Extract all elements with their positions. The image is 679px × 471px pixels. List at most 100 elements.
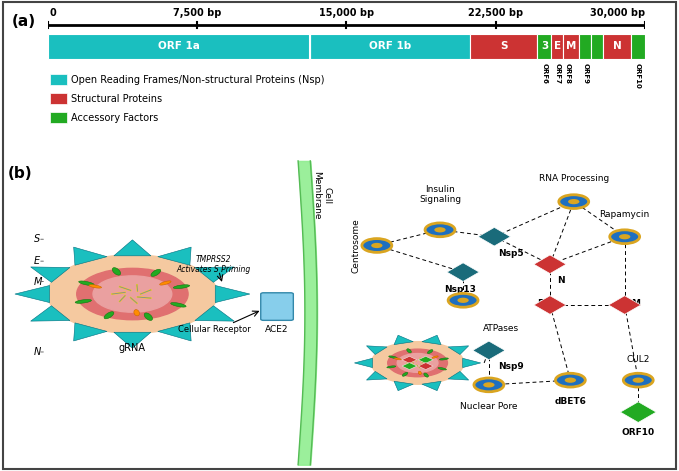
Text: N: N <box>557 276 564 285</box>
Polygon shape <box>215 285 250 302</box>
Circle shape <box>559 195 589 209</box>
Text: S: S <box>500 41 507 51</box>
Ellipse shape <box>387 366 396 368</box>
Ellipse shape <box>438 367 447 370</box>
Bar <box>50 93 67 104</box>
Circle shape <box>458 298 469 303</box>
Circle shape <box>565 378 576 383</box>
Text: ORF10: ORF10 <box>622 428 655 437</box>
Polygon shape <box>534 255 566 274</box>
Text: M: M <box>566 41 576 51</box>
Circle shape <box>435 227 445 233</box>
Polygon shape <box>462 358 481 367</box>
Polygon shape <box>447 263 479 281</box>
Text: ORF10: ORF10 <box>635 63 641 89</box>
Text: Cell
Membrane: Cell Membrane <box>312 171 331 219</box>
Ellipse shape <box>75 300 92 303</box>
Circle shape <box>425 223 455 237</box>
Ellipse shape <box>104 312 114 319</box>
Polygon shape <box>195 306 234 321</box>
Bar <box>603 33 631 59</box>
Ellipse shape <box>439 358 448 360</box>
Bar <box>551 33 564 59</box>
Polygon shape <box>448 346 469 355</box>
Polygon shape <box>15 285 50 302</box>
Text: RNA Processing: RNA Processing <box>538 174 609 184</box>
Text: 22,500 bp: 22,500 bp <box>468 8 524 18</box>
Circle shape <box>48 255 217 333</box>
Text: Nsp9: Nsp9 <box>498 362 524 371</box>
Text: 0: 0 <box>50 8 56 18</box>
Circle shape <box>93 276 172 312</box>
Polygon shape <box>394 335 414 345</box>
Polygon shape <box>158 247 191 265</box>
Text: Open Reading Frames/Non-structural Proteins (Nsp): Open Reading Frames/Non-structural Prote… <box>71 75 325 85</box>
Bar <box>631 33 645 59</box>
Ellipse shape <box>144 313 153 320</box>
Polygon shape <box>422 335 441 345</box>
Polygon shape <box>422 381 441 390</box>
Polygon shape <box>448 372 469 380</box>
Bar <box>564 33 579 59</box>
Text: Centrosome: Centrosome <box>352 218 361 273</box>
Polygon shape <box>74 247 107 265</box>
Text: gRNA: gRNA <box>119 343 146 353</box>
Polygon shape <box>621 402 656 422</box>
Text: ATPases: ATPases <box>483 324 519 333</box>
Text: Nuclear Pore: Nuclear Pore <box>460 402 517 411</box>
Text: ORF 1b: ORF 1b <box>369 41 411 51</box>
Text: TMPRSS2
Activates S Priming: TMPRSS2 Activates S Priming <box>177 255 251 274</box>
Circle shape <box>619 234 630 239</box>
Polygon shape <box>418 363 433 370</box>
Polygon shape <box>367 346 387 355</box>
Bar <box>470 33 538 59</box>
Polygon shape <box>31 306 70 321</box>
Ellipse shape <box>428 349 433 354</box>
Ellipse shape <box>407 349 411 353</box>
Polygon shape <box>534 296 566 314</box>
Circle shape <box>397 354 438 373</box>
Text: E: E <box>554 41 561 51</box>
Text: CUL2: CUL2 <box>627 355 650 364</box>
Text: Nsp13: Nsp13 <box>444 284 475 293</box>
Circle shape <box>555 374 585 387</box>
Circle shape <box>483 382 494 388</box>
Ellipse shape <box>388 356 397 358</box>
Ellipse shape <box>432 356 438 358</box>
Text: (b): (b) <box>8 166 33 180</box>
Text: ORF9: ORF9 <box>583 63 588 84</box>
Circle shape <box>610 230 640 244</box>
Polygon shape <box>418 357 433 363</box>
Polygon shape <box>608 296 641 314</box>
Ellipse shape <box>418 371 422 374</box>
Text: Rapamycin: Rapamycin <box>600 210 650 219</box>
Polygon shape <box>31 267 70 282</box>
Text: N: N <box>34 347 41 357</box>
Ellipse shape <box>151 269 161 276</box>
Text: E: E <box>34 256 40 266</box>
Ellipse shape <box>173 285 189 289</box>
Polygon shape <box>114 240 151 256</box>
Polygon shape <box>402 363 417 370</box>
Text: 30,000 bp: 30,000 bp <box>590 8 645 18</box>
Text: ORF8: ORF8 <box>564 63 570 84</box>
Bar <box>310 33 470 59</box>
Text: Nsp5: Nsp5 <box>498 249 524 258</box>
Text: N: N <box>612 41 621 51</box>
Circle shape <box>371 243 382 248</box>
Ellipse shape <box>134 309 139 316</box>
Text: Insulin
Signaling: Insulin Signaling <box>419 185 461 204</box>
Ellipse shape <box>89 284 101 288</box>
Text: 15,000 bp: 15,000 bp <box>318 8 374 18</box>
Circle shape <box>371 341 464 384</box>
Polygon shape <box>402 357 417 363</box>
Text: Cellular Receptor: Cellular Receptor <box>177 325 251 334</box>
Polygon shape <box>195 267 234 282</box>
Polygon shape <box>354 358 373 367</box>
Circle shape <box>77 268 188 320</box>
Text: ACE2: ACE2 <box>265 325 289 334</box>
Text: M: M <box>631 299 640 308</box>
Circle shape <box>568 199 579 204</box>
Text: 3: 3 <box>541 41 548 51</box>
Bar <box>50 113 67 123</box>
